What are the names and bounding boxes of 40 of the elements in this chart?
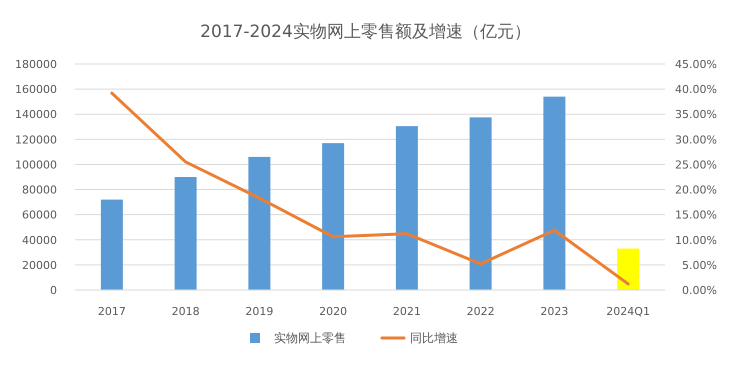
bar: [617, 248, 640, 290]
bar: [543, 96, 566, 290]
bar: [100, 200, 123, 290]
y-tick-label: 100000: [15, 158, 57, 172]
y2-tick-label: 0.00%: [682, 284, 717, 297]
bar: [174, 177, 197, 290]
y2-tick-label: 45.00%: [675, 58, 717, 71]
chart-title: 2017-2024实物网上零售额及增速（亿元）: [200, 22, 531, 42]
x-tick-label: 2024Q1: [606, 305, 650, 318]
y2-tick-label: 30.00%: [675, 133, 717, 146]
bar: [248, 156, 270, 290]
y2-tick-label: 5.00%: [682, 258, 717, 272]
y2-tick-label: 15.00%: [675, 208, 717, 222]
y-tick-label: 120000: [15, 133, 57, 146]
line-series: [110, 92, 630, 286]
y-tick-label: 80000: [22, 184, 57, 197]
y-tick-label: 0: [50, 284, 57, 297]
bar: [396, 126, 418, 290]
x-tick-label: 2018: [172, 305, 200, 318]
bar: [470, 117, 492, 290]
y-tick-label: 140000: [15, 108, 57, 122]
y2-tick-label: 10.00%: [675, 234, 717, 247]
bar: [322, 143, 344, 290]
x-tick-label: 2021: [392, 305, 421, 318]
x-tick-label: 2020: [319, 305, 348, 318]
y2-tick-label: 25.00%: [675, 158, 717, 172]
y-tick-label: 40000: [22, 234, 57, 247]
x-tick-label: 2017: [98, 305, 126, 318]
y-tick-label: 160000: [15, 83, 57, 96]
x-tick-label: 2022: [466, 305, 495, 318]
y-tick-label: 180000: [15, 58, 57, 71]
y-tick-label: 60000: [22, 208, 57, 222]
x-tick-label: 2023: [540, 305, 568, 318]
y-tick-label: 20000: [22, 258, 57, 272]
legend-label: 实物网上零售: [274, 331, 346, 345]
x-tick-label: 2019: [245, 305, 274, 318]
y2-tick-label: 40.00%: [675, 83, 717, 96]
y2-tick-label: 20.00%: [675, 184, 717, 197]
legend-label: 同比增速: [410, 331, 458, 345]
y2-tick-label: 35.00%: [675, 108, 717, 122]
